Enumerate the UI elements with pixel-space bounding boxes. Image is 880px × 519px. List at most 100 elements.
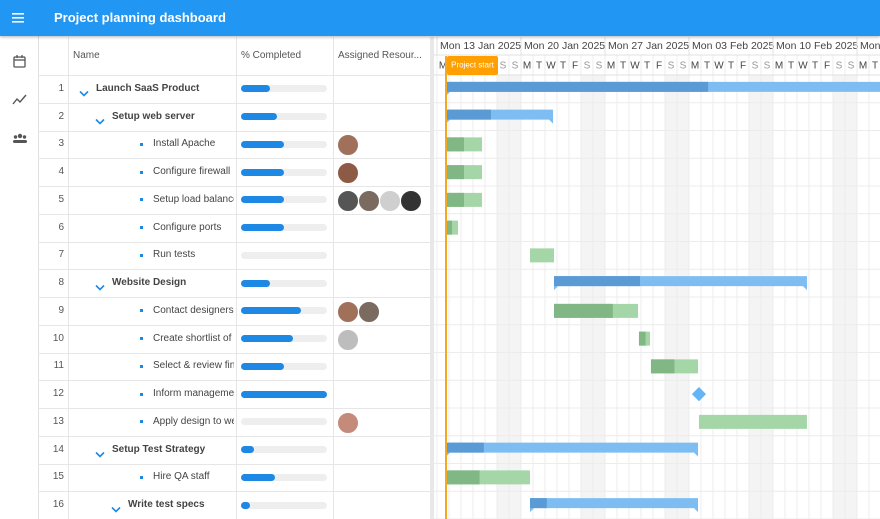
progress-track (241, 362, 327, 370)
row-line (38, 463, 430, 465)
day-letter: T (812, 61, 818, 72)
task-name[interactable]: Select & review final d... (153, 360, 234, 372)
progress-track (241, 113, 327, 121)
task-name[interactable]: Setup web server (112, 110, 195, 122)
progress-fill (241, 362, 284, 370)
row-line (38, 324, 430, 326)
expand-toggle[interactable] (95, 446, 105, 458)
progress-track (241, 279, 327, 287)
splitter[interactable] (430, 37, 434, 519)
day-letter: F (740, 61, 746, 72)
summary-progress (446, 109, 491, 120)
task-name[interactable]: Website Design (112, 277, 187, 289)
summary-progress (446, 81, 709, 92)
bullet (140, 392, 143, 396)
row-number: 15 (52, 471, 64, 483)
progress-fill (241, 390, 327, 398)
row-number: 4 (58, 166, 64, 178)
task-name[interactable]: Run tests (153, 249, 196, 261)
team-icon[interactable] (12, 130, 28, 146)
day-letter: S (680, 61, 687, 72)
task-name[interactable]: Install Apache (153, 138, 216, 150)
sidebar (0, 36, 39, 519)
schedule-icon[interactable] (12, 54, 28, 70)
day-letter: F (824, 61, 830, 72)
task-progress (446, 165, 464, 180)
progress-fill (241, 224, 284, 232)
row-line (38, 352, 430, 354)
task-name[interactable]: Create shortlist of thre... (153, 332, 234, 344)
progress-track (241, 501, 327, 509)
avatar (358, 190, 380, 212)
expand-toggle[interactable] (79, 85, 89, 97)
day-letter: T (728, 61, 734, 72)
milestone (691, 387, 707, 402)
row-number: 3 (58, 138, 64, 150)
day-letter: F (572, 61, 578, 72)
task-name[interactable]: Configure ports (153, 221, 222, 233)
analytics-icon[interactable] (12, 92, 28, 108)
expand-toggle[interactable] (111, 501, 121, 513)
day-letter: T (560, 61, 566, 72)
row-number: 6 (58, 221, 64, 233)
day-letter: S (668, 61, 675, 72)
column-header[interactable]: Name (73, 50, 100, 61)
task-name[interactable]: Setup Test Strategy (112, 443, 206, 455)
week-label: Mon 03 Feb 2025 (692, 40, 774, 52)
row-line (38, 491, 430, 493)
expand-toggle[interactable] (95, 113, 105, 125)
task-progress (446, 137, 464, 152)
task-progress (446, 192, 464, 207)
progress-track (241, 473, 327, 481)
task-progress (446, 470, 480, 485)
bullet (140, 253, 143, 257)
task-name[interactable]: Launch SaaS Product (96, 82, 200, 94)
task-name[interactable]: Contact designers (153, 304, 234, 316)
week-label: Mon 27 Jan 2025 (608, 40, 689, 52)
task-name[interactable]: Setup load balancer (153, 193, 234, 205)
progress-fill (241, 335, 293, 343)
row-line (38, 213, 430, 215)
week-label: Mon 13 Jan 2025 (440, 40, 521, 52)
progress-track (241, 196, 327, 204)
summary-progress (554, 276, 641, 287)
task-name[interactable]: Configure firewall (153, 166, 231, 178)
project-start-label: Project start (451, 61, 494, 70)
task-name[interactable]: Apply design to web si... (153, 415, 234, 427)
bullet (140, 198, 143, 202)
progress-track (241, 251, 327, 259)
day-letter: T (536, 61, 542, 72)
task-progress (446, 220, 452, 235)
day-letter: T (704, 61, 710, 72)
day-letter: S (752, 61, 759, 72)
row-number: 10 (52, 332, 64, 344)
expand-toggle[interactable] (95, 279, 105, 291)
row-number: 5 (58, 193, 64, 205)
task-progress (554, 303, 613, 318)
task-name[interactable]: Inform management a... (153, 388, 234, 400)
day-letter: S (512, 61, 519, 72)
day-letter: S (584, 61, 591, 72)
progress-track (241, 140, 327, 148)
day-letter: T (620, 61, 626, 72)
day-letter: M (859, 61, 867, 72)
row-line (38, 297, 430, 298)
menu-button[interactable] (11, 11, 25, 25)
progress-track (241, 418, 327, 426)
column-header[interactable]: % Completed (241, 50, 302, 61)
bullet (140, 170, 143, 174)
column-header[interactable]: Assigned Resour... (338, 50, 422, 61)
day-letter: W (630, 61, 640, 72)
row-number: 7 (58, 249, 64, 261)
row-number: 14 (52, 443, 64, 455)
bullet (140, 475, 143, 479)
task-name[interactable]: Hire QA staff (153, 471, 210, 483)
row-line (38, 435, 430, 437)
day-letter: S (836, 61, 843, 72)
task-name[interactable]: Write test specs (128, 499, 205, 511)
bullet (140, 337, 143, 341)
progress-track (241, 446, 327, 454)
progress-fill (241, 307, 302, 315)
progress-fill (241, 473, 276, 481)
day-letter: S (848, 61, 855, 72)
